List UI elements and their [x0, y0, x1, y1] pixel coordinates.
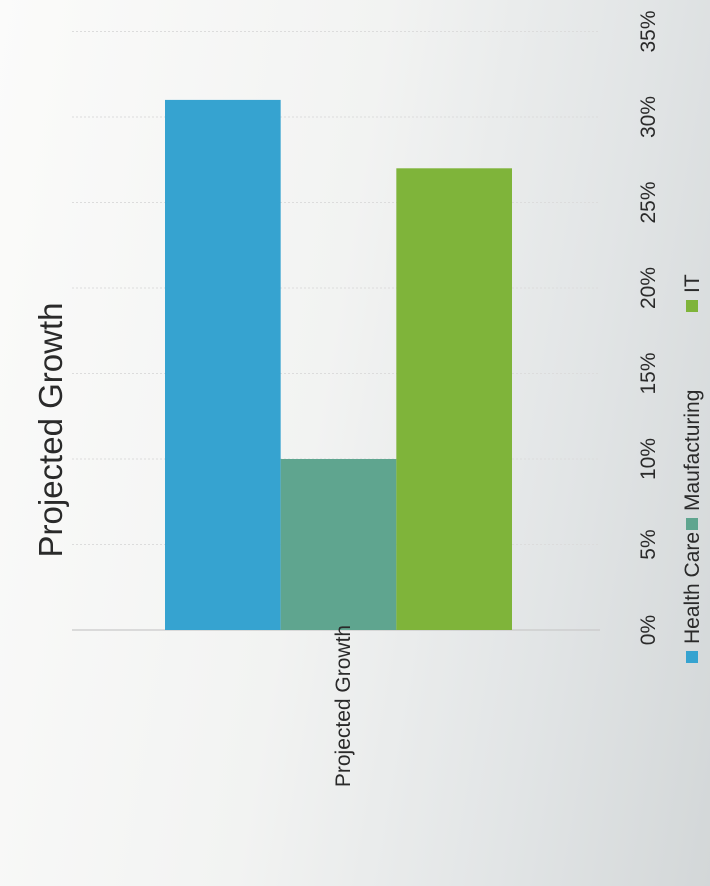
- tick-labels: 0% 5% 10% 15% 20% 25% 30% 35%: [637, 10, 660, 645]
- legend-label: Maufacturing: [681, 390, 704, 511]
- legend-item: Maufacturing: [681, 390, 704, 530]
- legend-swatch: [686, 300, 698, 312]
- bars: [165, 99, 513, 630]
- tick-label: 10%: [637, 438, 660, 480]
- bar-health-care: [165, 99, 281, 630]
- legend-item: IT: [681, 274, 704, 312]
- legend-swatch: [686, 651, 698, 663]
- chart-title: Projected Growth: [32, 303, 69, 558]
- legend: Health Care Maufacturing IT: [681, 274, 704, 663]
- tick-label: 25%: [637, 181, 660, 223]
- legend-item: Health Care: [681, 532, 704, 663]
- legend-label: IT: [681, 274, 704, 293]
- tick-label: 0%: [637, 615, 660, 645]
- legend-label: Health Care: [681, 532, 704, 644]
- bar-it: [396, 168, 513, 630]
- tick-label: 30%: [637, 96, 660, 138]
- legend-swatch: [686, 518, 698, 530]
- bar-maufacturing: [280, 459, 397, 630]
- tick-label: 35%: [637, 10, 660, 52]
- tick-label: 15%: [637, 352, 660, 394]
- category-label: Projected Growth: [332, 625, 355, 787]
- tick-label: 20%: [637, 267, 660, 309]
- tick-label: 5%: [637, 529, 660, 559]
